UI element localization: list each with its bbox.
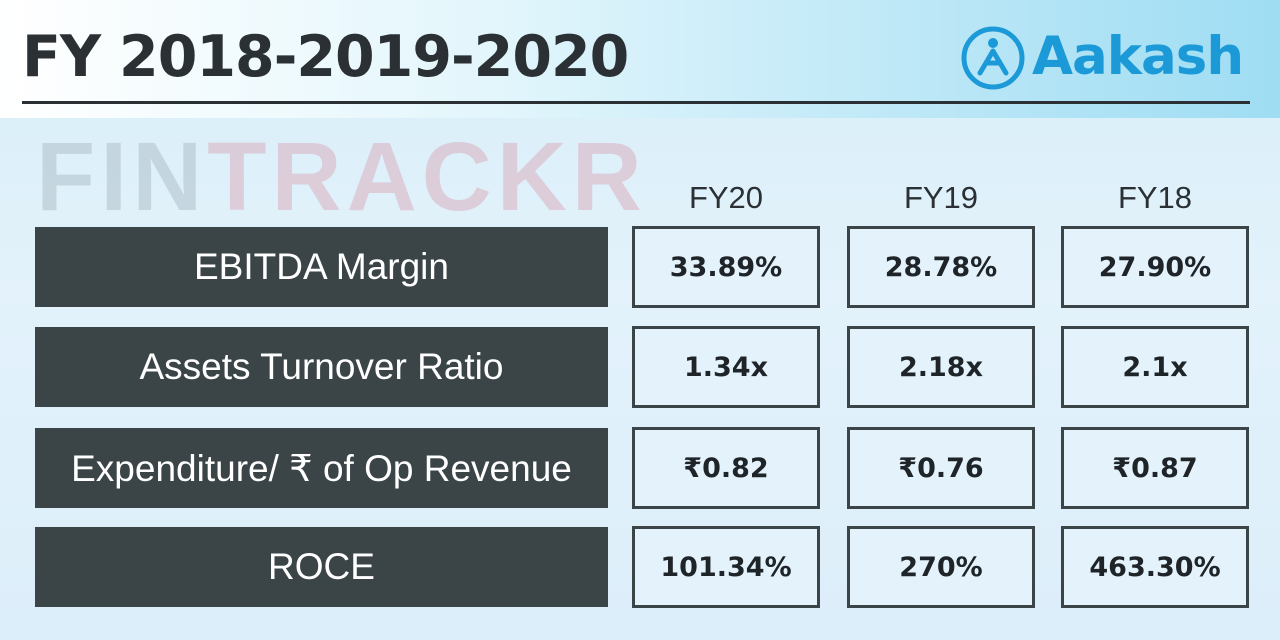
value-cell: 463.30%: [1061, 526, 1249, 608]
fintrackr-watermark: FINTRACKR: [36, 122, 647, 231]
value-cell: 270%: [847, 526, 1035, 608]
value-cell: 27.90%: [1061, 226, 1249, 308]
aakash-logo-text: Aakash: [1032, 26, 1244, 87]
column-header-fy20: FY20: [688, 180, 764, 215]
value-cell: 101.34%: [632, 526, 820, 608]
value-cell: ₹0.76: [847, 427, 1035, 509]
aakash-logo-icon: [961, 26, 1025, 90]
value-cell: 2.18x: [847, 326, 1035, 408]
row-label: Assets Turnover Ratio: [35, 327, 608, 407]
column-header-fy18: FY18: [1117, 180, 1193, 215]
row-label: ROCE: [35, 527, 608, 607]
header-banner: [0, 0, 1280, 118]
value-cell: 33.89%: [632, 226, 820, 308]
value-cell: ₹0.82: [632, 427, 820, 509]
value-cell: ₹0.87: [1061, 427, 1249, 509]
column-header-fy19: FY19: [903, 180, 979, 215]
value-cell: 1.34x: [632, 326, 820, 408]
aakash-logo: Aakash: [960, 24, 1252, 90]
header-divider: [22, 101, 1250, 104]
value-cell: 28.78%: [847, 226, 1035, 308]
page-title: FY 2018-2019-2020: [22, 24, 629, 90]
row-label: Expenditure/ ₹ of Op Revenue: [35, 428, 608, 508]
value-cell: 2.1x: [1061, 326, 1249, 408]
row-label: EBITDA Margin: [35, 227, 608, 307]
